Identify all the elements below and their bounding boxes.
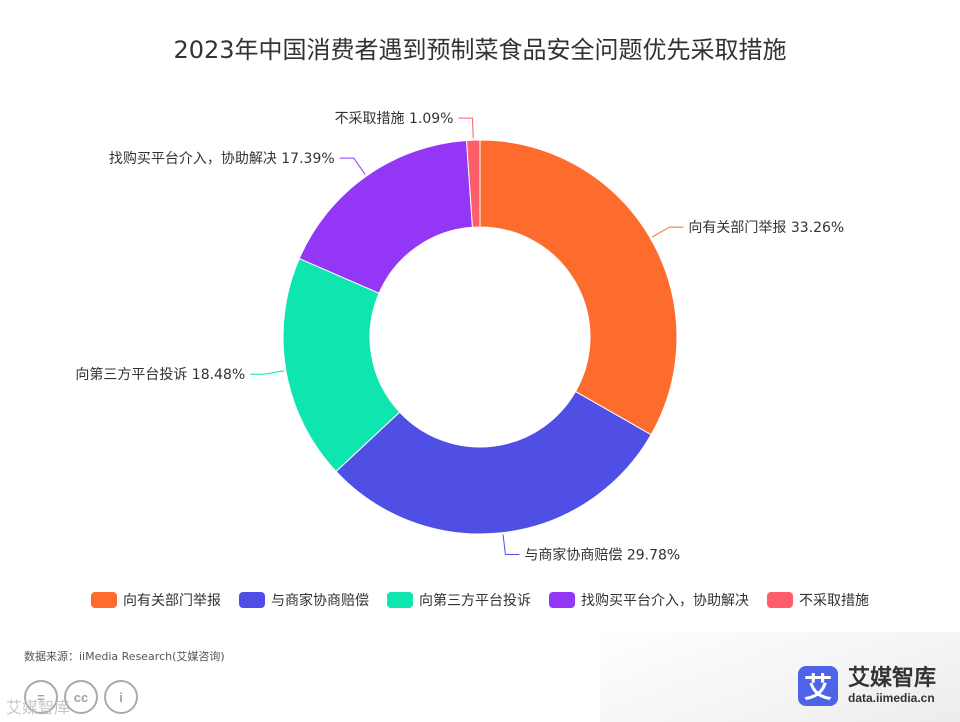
chart-legend: 向有关部门举报 与商家协商赔偿 向第三方平台投诉 找购买平台介入，协助解决 不采取措施 — [0, 590, 960, 610]
legend-label: 不采取措施 — [799, 593, 869, 609]
legend-swatch — [767, 592, 793, 608]
legend-label: 向有关部门举报 — [123, 593, 221, 609]
brand-block: 艾 艾媒智库 data.iimedia.cn — [797, 666, 936, 706]
slice-label: 找购买平台介入，协助解决 17.39% — [109, 151, 335, 167]
donut-slice — [298, 139, 474, 294]
legend-swatch — [91, 592, 117, 608]
watermark: 艾媒智库 — [6, 698, 71, 717]
legend-item[interactable]: 找购买平台介入，协助解决 — [549, 590, 749, 610]
brand-name: 艾媒智库 — [847, 666, 936, 692]
nd-icon: = — [24, 680, 58, 714]
legend-swatch — [549, 592, 575, 608]
donut-slice — [479, 139, 678, 436]
donut-slice — [335, 390, 652, 535]
footer-band — [600, 632, 960, 722]
slice-label: 向有关部门举报 33.26% — [688, 220, 844, 236]
leader-line — [458, 117, 474, 139]
brand-logo-icon: 艾 — [797, 666, 838, 706]
legend-label: 向第三方平台投诉 — [419, 593, 531, 609]
legend-item[interactable]: 不采取措施 — [767, 590, 869, 610]
donut-slice — [282, 257, 401, 473]
legend-swatch — [387, 592, 413, 608]
leader-line — [651, 226, 684, 238]
legend-label: 与商家协商赔偿 — [271, 593, 369, 609]
cc-icon: cc — [64, 680, 98, 714]
donut-slice — [465, 139, 481, 228]
legend-item[interactable]: 向有关部门举报 — [91, 590, 221, 610]
leader-line — [502, 534, 520, 556]
slice-label: 向第三方平台投诉 18.48% — [75, 366, 245, 383]
leader-line — [339, 157, 366, 175]
source-note: 数据来源：iiMedia Research(艾媒咨询) — [24, 650, 225, 663]
legend-swatch — [239, 592, 265, 608]
license-badges: = cc i — [24, 680, 138, 714]
legend-label: 找购买平台介入，协助解决 — [581, 593, 749, 609]
legend-item[interactable]: 与商家协商赔偿 — [239, 590, 369, 610]
by-icon: i — [104, 680, 138, 714]
legend-item[interactable]: 向第三方平台投诉 — [387, 590, 531, 610]
brand-url: data.iimedia.cn — [847, 690, 935, 705]
slice-label: 与商家协商赔偿 29.78% — [524, 547, 680, 564]
leader-line — [250, 370, 284, 375]
chart-title: 2023年中国消费者遇到预制菜食品安全问题优先采取措施 — [173, 36, 787, 64]
slice-label: 不采取措施 1.09% — [335, 111, 454, 127]
